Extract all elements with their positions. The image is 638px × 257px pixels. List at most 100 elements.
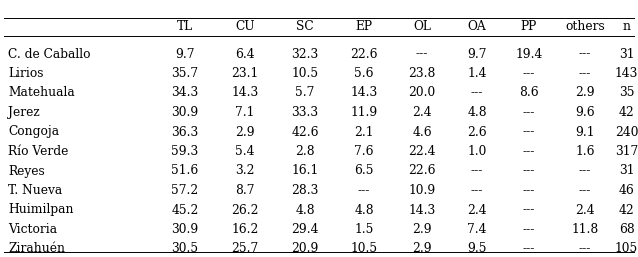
Text: 22.4: 22.4 (408, 145, 436, 158)
Text: 1.0: 1.0 (467, 145, 487, 158)
Text: 31: 31 (619, 164, 634, 178)
Text: T. Nueva: T. Nueva (8, 184, 63, 197)
Text: 4.8: 4.8 (295, 204, 315, 216)
Text: n: n (623, 21, 630, 33)
Text: ---: --- (523, 125, 535, 139)
Text: 45.2: 45.2 (172, 204, 198, 216)
Text: 23.1: 23.1 (232, 67, 258, 80)
Text: 30.9: 30.9 (172, 106, 198, 119)
Text: 68: 68 (619, 223, 634, 236)
Text: 16.1: 16.1 (292, 164, 318, 178)
Text: 22.6: 22.6 (408, 164, 436, 178)
Text: Jerez: Jerez (8, 106, 40, 119)
Text: 1.6: 1.6 (575, 145, 595, 158)
Text: 2.1: 2.1 (354, 125, 374, 139)
Text: OA: OA (468, 21, 486, 33)
Text: 32.3: 32.3 (292, 48, 318, 60)
Text: 34.3: 34.3 (172, 87, 198, 99)
Text: 240: 240 (615, 125, 638, 139)
Text: Huimilpan: Huimilpan (8, 204, 73, 216)
Text: 9.7: 9.7 (175, 48, 195, 60)
Text: 11.8: 11.8 (572, 223, 598, 236)
Text: 9.1: 9.1 (575, 125, 595, 139)
Text: 10.9: 10.9 (408, 184, 436, 197)
Text: 9.7: 9.7 (467, 48, 487, 60)
Text: 4.8: 4.8 (467, 106, 487, 119)
Text: Río Verde: Río Verde (8, 145, 68, 158)
Text: 35: 35 (619, 87, 634, 99)
Text: ---: --- (358, 184, 370, 197)
Text: Victoria: Victoria (8, 223, 57, 236)
Text: 1.4: 1.4 (467, 67, 487, 80)
Text: ---: --- (471, 164, 483, 178)
Text: 2.6: 2.6 (467, 125, 487, 139)
Text: 16.2: 16.2 (232, 223, 258, 236)
Text: 6.4: 6.4 (235, 48, 255, 60)
Text: 2.4: 2.4 (467, 204, 487, 216)
Text: 143: 143 (615, 67, 638, 80)
Text: EP: EP (355, 21, 373, 33)
Text: 14.3: 14.3 (232, 87, 258, 99)
Text: ---: --- (416, 48, 428, 60)
Text: ---: --- (523, 243, 535, 255)
Text: 5.4: 5.4 (235, 145, 255, 158)
Text: 36.3: 36.3 (172, 125, 198, 139)
Text: ---: --- (523, 164, 535, 178)
Text: ---: --- (471, 87, 483, 99)
Text: 42.6: 42.6 (292, 125, 319, 139)
Text: 9.6: 9.6 (575, 106, 595, 119)
Text: Reyes: Reyes (8, 164, 45, 178)
Text: ---: --- (523, 223, 535, 236)
Text: ---: --- (523, 204, 535, 216)
Text: 10.5: 10.5 (292, 67, 318, 80)
Text: 51.6: 51.6 (172, 164, 198, 178)
Text: 317: 317 (615, 145, 638, 158)
Text: 31: 31 (619, 48, 634, 60)
Text: 22.6: 22.6 (350, 48, 378, 60)
Text: 42: 42 (619, 204, 634, 216)
Text: 7.4: 7.4 (467, 223, 487, 236)
Text: 30.9: 30.9 (172, 223, 198, 236)
Text: 2.4: 2.4 (412, 106, 432, 119)
Text: 33.3: 33.3 (292, 106, 318, 119)
Text: 11.9: 11.9 (350, 106, 378, 119)
Text: 2.9: 2.9 (412, 243, 432, 255)
Text: 5.7: 5.7 (295, 87, 315, 99)
Text: 4.6: 4.6 (412, 125, 432, 139)
Text: ---: --- (471, 184, 483, 197)
Text: 46: 46 (619, 184, 634, 197)
Text: 20.0: 20.0 (408, 87, 436, 99)
Text: 42: 42 (619, 106, 634, 119)
Text: SC: SC (296, 21, 314, 33)
Text: 105: 105 (615, 243, 638, 255)
Text: ---: --- (579, 164, 591, 178)
Text: 1.5: 1.5 (354, 223, 374, 236)
Text: 35.7: 35.7 (172, 67, 198, 80)
Text: 2.4: 2.4 (575, 204, 595, 216)
Text: 19.4: 19.4 (516, 48, 543, 60)
Text: 26.2: 26.2 (231, 204, 259, 216)
Text: 30.5: 30.5 (172, 243, 198, 255)
Text: 25.7: 25.7 (232, 243, 258, 255)
Text: 7.6: 7.6 (354, 145, 374, 158)
Text: 2.9: 2.9 (235, 125, 255, 139)
Text: 6.5: 6.5 (354, 164, 374, 178)
Text: ---: --- (579, 48, 591, 60)
Text: ---: --- (523, 184, 535, 197)
Text: 14.3: 14.3 (408, 204, 436, 216)
Text: 7.1: 7.1 (235, 106, 255, 119)
Text: ---: --- (579, 243, 591, 255)
Text: 59.3: 59.3 (172, 145, 198, 158)
Text: ---: --- (523, 67, 535, 80)
Text: ---: --- (579, 184, 591, 197)
Text: Matehuala: Matehuala (8, 87, 75, 99)
Text: 29.4: 29.4 (292, 223, 319, 236)
Text: Lirios: Lirios (8, 67, 43, 80)
Text: 5.6: 5.6 (354, 67, 374, 80)
Text: others: others (565, 21, 605, 33)
Text: 2.9: 2.9 (412, 223, 432, 236)
Text: 8.6: 8.6 (519, 87, 539, 99)
Text: 2.9: 2.9 (575, 87, 595, 99)
Text: 10.5: 10.5 (350, 243, 378, 255)
Text: 9.5: 9.5 (467, 243, 487, 255)
